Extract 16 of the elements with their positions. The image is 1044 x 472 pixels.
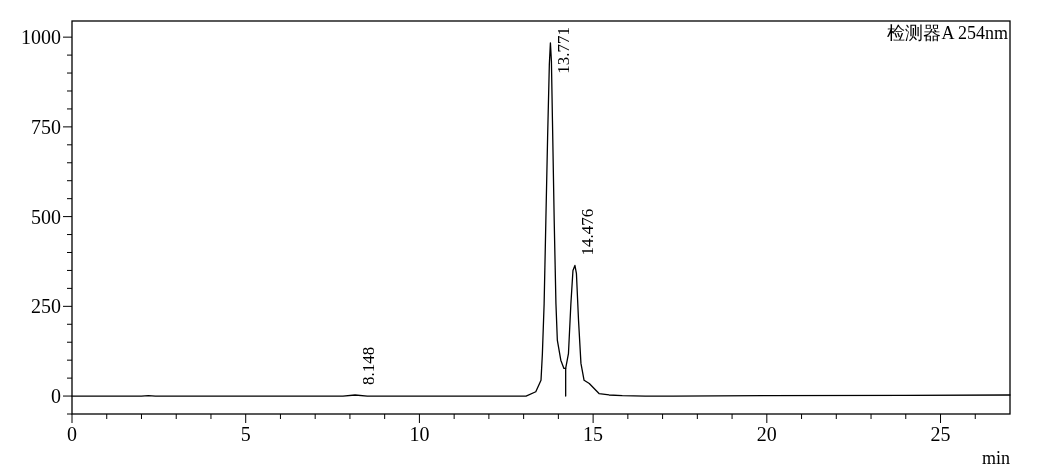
x-tick-label: 25 bbox=[930, 423, 951, 445]
x-tick-label: 20 bbox=[756, 423, 777, 445]
annotation: 8.148 bbox=[358, 346, 378, 385]
annotation: 13.771 bbox=[553, 27, 573, 74]
y-tick-label: 500 bbox=[31, 205, 61, 228]
y-tick-label: 750 bbox=[31, 115, 61, 138]
y-tick-label: 1000 bbox=[21, 26, 61, 49]
x-tick-label: 15 bbox=[583, 423, 604, 445]
x-tick-label: 10 bbox=[409, 423, 430, 445]
chart-title: 检测器A 254nm bbox=[887, 23, 1008, 43]
annotation: 14.476 bbox=[578, 208, 598, 256]
y-tick-label: 0 bbox=[51, 385, 61, 408]
x-tick-label: 5 bbox=[240, 423, 251, 445]
y-tick-label: 250 bbox=[31, 295, 61, 318]
x-axis-title: min bbox=[981, 448, 1010, 468]
x-tick-label: 0 bbox=[67, 423, 77, 445]
